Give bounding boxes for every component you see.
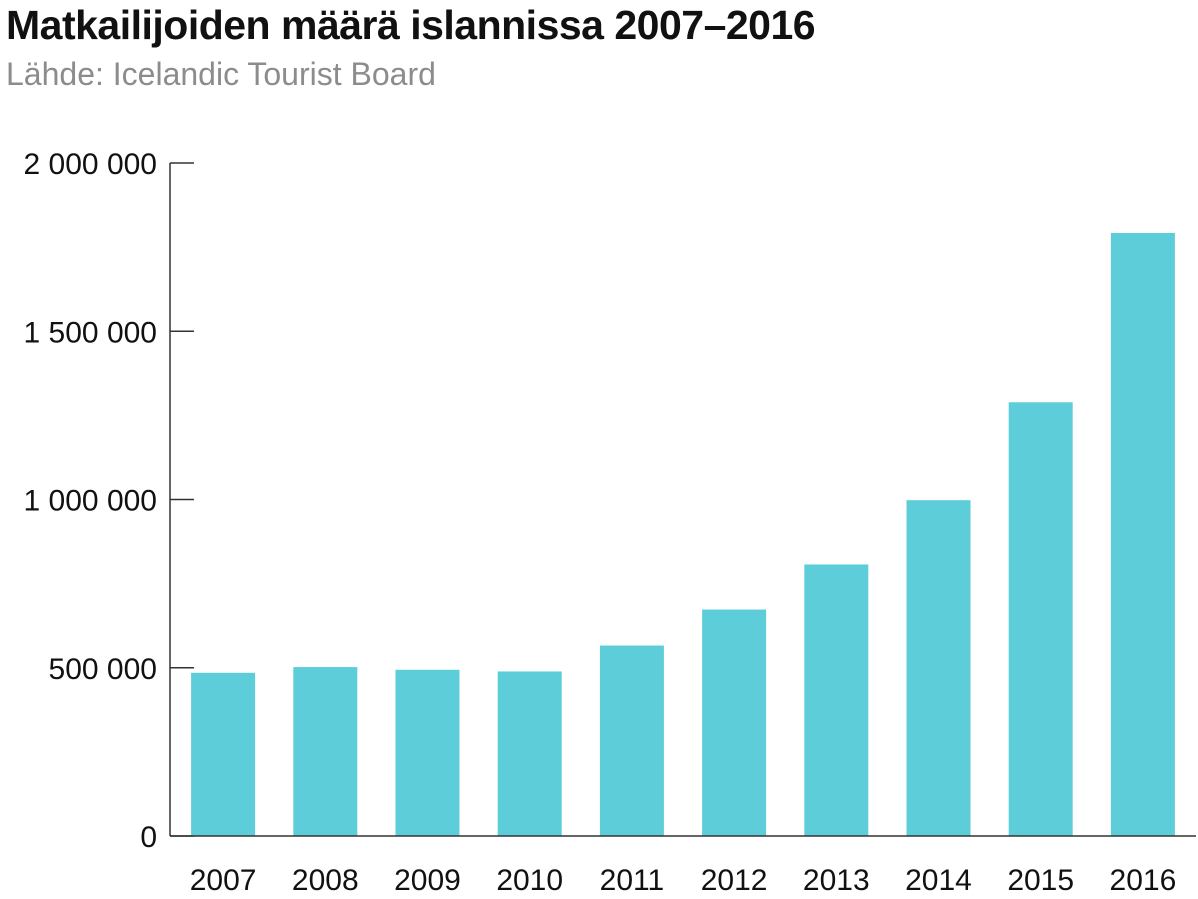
bar-2015 <box>1008 402 1073 836</box>
x-tick-label: 2008 <box>292 864 359 897</box>
y-axis: 0 500 000 1 000 000 1 500 000 2 000 000 <box>24 148 194 854</box>
y-tick-label: 2 000 000 <box>24 148 157 181</box>
bar-2008 <box>293 667 358 836</box>
x-tick-label: 2016 <box>1110 864 1177 897</box>
x-tick-label: 2009 <box>394 864 461 897</box>
x-tick-label: 2012 <box>701 864 768 897</box>
bar-2014 <box>906 500 971 836</box>
x-tick-label: 2011 <box>600 864 665 897</box>
x-tick-label: 2010 <box>496 864 563 897</box>
y-tick-label: 1 500 000 <box>24 316 157 349</box>
bar-2016 <box>1110 232 1175 836</box>
y-tick-label: 1 000 000 <box>24 485 157 518</box>
bar-2011 <box>599 645 664 836</box>
bar-2010 <box>497 671 562 836</box>
bars <box>191 232 1175 836</box>
x-axis: 2007 2008 2009 2010 2011 2012 2013 2014 2015 2016 <box>170 835 1196 897</box>
x-tick-label: 2014 <box>905 864 972 897</box>
chart-source: Lähde: Icelandic Tourist Board <box>6 56 436 92</box>
x-tick-label: 2007 <box>190 864 257 897</box>
y-tick-label: 0 <box>140 821 157 854</box>
bar-2009 <box>395 669 460 836</box>
bar-2012 <box>702 609 767 836</box>
chart-title: Matkailijoiden määrä islannissa 2007–201… <box>6 2 816 48</box>
x-tick-label: 2015 <box>1007 864 1074 897</box>
bar-2007 <box>191 672 256 836</box>
x-tick-label: 2013 <box>803 864 870 897</box>
bar-2013 <box>804 564 869 836</box>
y-tick-label: 500 000 <box>49 653 157 686</box>
